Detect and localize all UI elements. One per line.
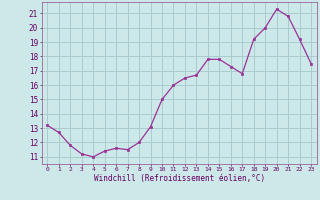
X-axis label: Windchill (Refroidissement éolien,°C): Windchill (Refroidissement éolien,°C): [94, 174, 265, 183]
